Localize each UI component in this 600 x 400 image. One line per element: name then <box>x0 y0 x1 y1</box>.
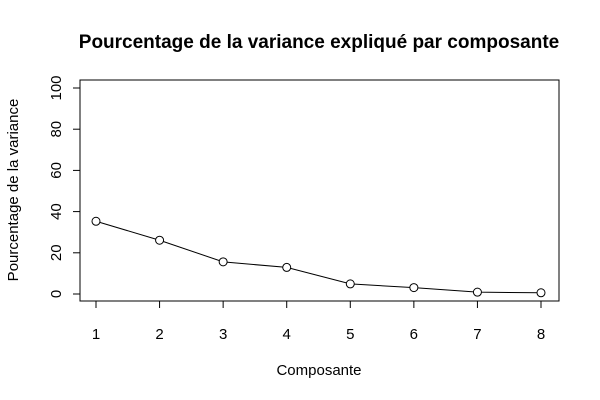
data-point <box>155 235 165 245</box>
x-axis-label: Composante <box>276 362 361 379</box>
x-tick-label: 6 <box>410 326 418 343</box>
x-tick-label: 4 <box>283 326 291 343</box>
data-point <box>472 287 482 297</box>
data-point <box>536 288 546 298</box>
x-tick-label: 1 <box>92 326 100 343</box>
plot-frame <box>79 79 560 302</box>
data-point <box>282 262 292 272</box>
data-point <box>345 279 355 289</box>
y-tick-label: 20 <box>48 244 65 261</box>
chart-title: Pourcentage de la variance expliqué par … <box>79 32 559 53</box>
y-tick-label: 80 <box>48 121 65 138</box>
y-tick-label: 0 <box>48 290 65 298</box>
y-tick-label: 40 <box>48 203 65 220</box>
x-tick-label: 3 <box>219 326 227 343</box>
y-tick-label: 60 <box>48 162 65 179</box>
data-points <box>91 216 546 298</box>
x-axis: 1 2 3 4 5 6 7 8 <box>92 300 545 343</box>
series-line <box>95 220 542 294</box>
y-tick-label: 100 <box>48 75 65 100</box>
data-point <box>409 283 419 293</box>
y-axis-label: Pourcentage de la variance <box>5 99 22 282</box>
y-axis: 0 20 40 60 80 100 <box>48 75 81 298</box>
x-tick-label: 7 <box>473 326 481 343</box>
x-tick-label: 5 <box>346 326 354 343</box>
data-point <box>91 216 101 226</box>
data-point <box>218 257 228 267</box>
x-tick-label: 8 <box>537 326 545 343</box>
x-tick-label: 2 <box>155 326 163 343</box>
